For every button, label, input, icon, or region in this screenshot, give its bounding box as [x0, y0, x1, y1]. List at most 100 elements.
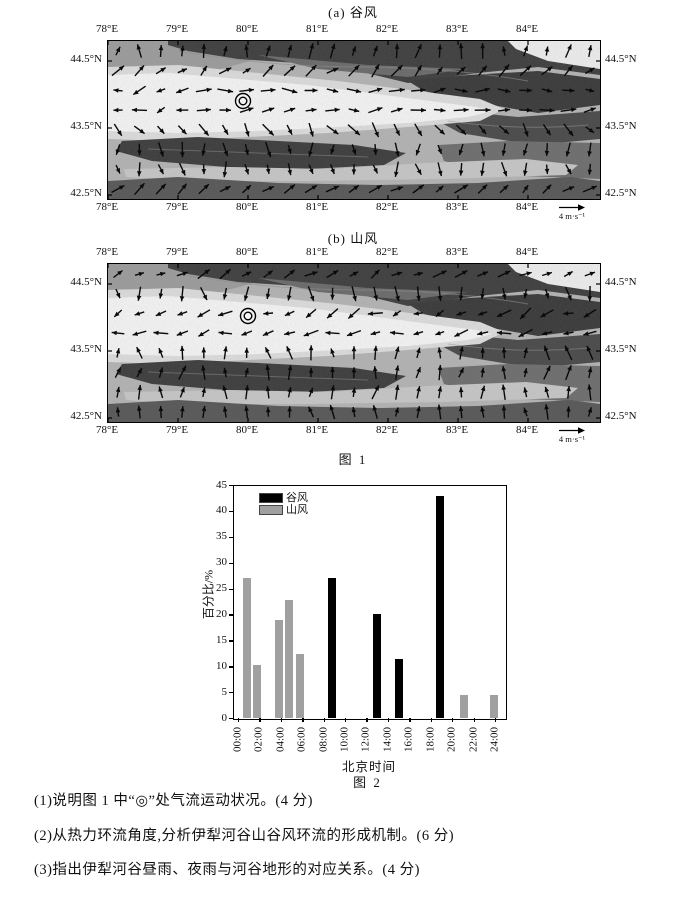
x-tick-mark	[345, 718, 347, 722]
lon-label-top: 81°E	[305, 23, 329, 35]
x-tick-label: 10:00	[338, 726, 351, 753]
question-2: (2)从热力环流角度,分析伊犁河谷山谷风环流的形成机制。(6 分)	[34, 827, 455, 844]
figure1-caption: 图 1	[338, 452, 368, 467]
x-tick-label: 14:00	[381, 726, 394, 753]
lon-label-bottom: 84°E	[515, 424, 539, 436]
circle-marker	[234, 92, 252, 110]
lat-label-left: 44.5°N	[70, 276, 102, 288]
y-tick-label: 40	[216, 504, 227, 517]
y-tick-label: 25	[216, 582, 227, 595]
y-tick-label: 10	[216, 659, 227, 672]
lat-label-right: 44.5°N	[605, 53, 637, 65]
y-tick-mark	[229, 485, 233, 487]
map-mountain-wind: (b) 山风 4 m·s⁻¹ 78°E 78°E 79°E 79°E 80°E 80°E 8…	[0, 228, 692, 454]
y-tick-label: 35	[216, 530, 227, 543]
x-tick-mark	[494, 718, 497, 722]
lon-label-top: 78°E	[95, 246, 119, 258]
y-tick-label: 15	[216, 633, 227, 646]
wind-scale-a: 4 m·s⁻¹	[544, 203, 600, 222]
question-list: (1)说明图 1 中“◎”处气流运动状况。(4 分) (2)从热力环流角度,分析…	[34, 789, 664, 893]
scale-label: 4 m·s⁻¹	[558, 211, 586, 221]
y-tick-mark	[229, 588, 233, 590]
y-tick-mark	[229, 666, 233, 668]
bar-山风	[296, 654, 305, 718]
lon-label-bottom: 82°E	[375, 201, 399, 213]
x-axis-label: 北京时间	[341, 760, 396, 774]
wind-frequency-bar-chart: 百分比/% 北京时间 谷风 山风 0 5 10 15 20 25 30 35 40 45 00:00 0…	[195, 475, 535, 775]
y-tick-mark	[229, 536, 233, 539]
lon-label-top: 79°E	[165, 23, 189, 35]
lon-label-top: 84°E	[515, 246, 539, 258]
lon-label-top: 82°E	[375, 23, 399, 35]
lon-label-top: 81°E	[305, 246, 329, 258]
lon-label-bottom: 78°E	[95, 201, 119, 213]
x-tick-mark	[238, 718, 240, 722]
bar-山风	[459, 694, 468, 718]
x-tick-label: 16:00	[402, 726, 415, 753]
scale-arrow-icon	[559, 204, 585, 211]
lat-label-right: 43.5°N	[605, 120, 637, 132]
lat-label-left: 44.5°N	[70, 53, 102, 65]
bar-山风	[489, 694, 498, 718]
lon-label-bottom: 82°E	[375, 424, 399, 436]
lat-label-right: 44.5°N	[605, 276, 637, 288]
lat-label-left: 43.5°N	[70, 343, 102, 355]
lon-label-bottom: 83°E	[445, 424, 469, 436]
x-tick-label: 12:00	[359, 726, 372, 753]
lon-label-top: 78°E	[95, 23, 119, 35]
x-tick-mark	[473, 718, 475, 722]
bar-谷风	[436, 496, 445, 718]
bar-山风	[285, 599, 294, 718]
x-tick-mark	[323, 718, 325, 722]
map-b-canvas	[107, 263, 601, 423]
bar-山风	[274, 619, 283, 718]
bar-山风	[253, 664, 262, 718]
lon-label-top: 84°E	[515, 23, 539, 35]
wind-arrows	[111, 268, 597, 420]
x-tick-label: 24:00	[488, 726, 501, 753]
y-tick-mark	[229, 614, 233, 616]
legend-swatch	[259, 504, 283, 516]
map-b-title: (b) 山风	[327, 231, 379, 246]
wind-arrows	[111, 43, 598, 196]
question-3: (3)指出伊犁河谷昼雨、夜雨与河谷地形的对应关系。(4 分)	[34, 862, 420, 878]
lat-label-right: 43.5°N	[605, 343, 637, 355]
y-tick-label: 30	[216, 556, 227, 569]
scale-arrow-icon	[559, 427, 585, 434]
map-a-svg	[108, 41, 600, 199]
x-tick-label: 04:00	[274, 726, 287, 753]
x-tick-label: 02:00	[252, 726, 265, 753]
lon-label-bottom: 81°E	[305, 424, 329, 436]
map-a-canvas	[107, 40, 601, 200]
lon-label-top: 80°E	[235, 246, 259, 258]
lon-label-top: 82°E	[375, 246, 399, 258]
chart-legend: 谷风 山风	[259, 492, 308, 516]
lat-label-left: 42.5°N	[70, 187, 102, 199]
lon-label-top: 79°E	[165, 246, 189, 258]
legend-swatch	[259, 492, 283, 504]
x-tick-mark	[387, 718, 390, 722]
y-tick-label: 45	[216, 478, 227, 491]
legend-label: 谷风	[286, 492, 308, 504]
x-tick-label: 08:00	[317, 726, 330, 753]
x-tick-mark	[452, 718, 454, 722]
lon-label-bottom: 79°E	[165, 424, 189, 436]
y-tick-mark	[229, 692, 233, 694]
y-tick-mark	[229, 640, 233, 642]
x-tick-mark	[259, 718, 261, 722]
lon-label-bottom: 80°E	[235, 424, 259, 436]
lon-label-bottom: 80°E	[235, 201, 259, 213]
lon-label-bottom: 78°E	[95, 424, 119, 436]
map-a-title: (a) 谷风	[328, 5, 378, 20]
lat-label-right: 42.5°N	[605, 187, 637, 199]
x-tick-mark	[409, 718, 411, 722]
y-tick-label: 0	[221, 711, 228, 724]
bar-谷风	[394, 658, 403, 718]
x-tick-label: 06:00	[295, 726, 308, 753]
bar-山风	[242, 578, 251, 718]
bar-谷风	[373, 614, 382, 718]
lon-label-bottom: 79°E	[165, 201, 189, 213]
scale-label: 4 m·s⁻¹	[558, 434, 586, 444]
y-tick-label: 20	[216, 607, 227, 620]
